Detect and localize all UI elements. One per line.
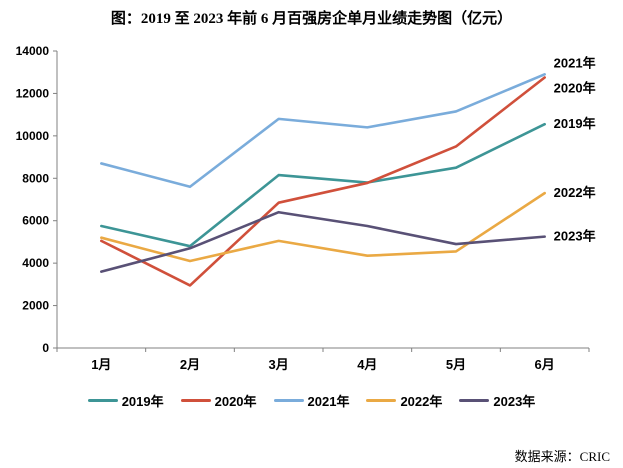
legend-swatch xyxy=(180,399,211,402)
y-tick-label: 0 xyxy=(42,341,49,355)
y-tick-label: 4000 xyxy=(22,256,49,270)
legend-label: 2021年 xyxy=(307,394,350,409)
series-end-label-2022年: 2022年 xyxy=(554,185,596,200)
series-line-2021年 xyxy=(100,73,546,189)
legend-label: 2020年 xyxy=(214,394,257,409)
y-tick-label: 10000 xyxy=(16,129,50,143)
series-end-label-2020年: 2020年 xyxy=(554,80,596,95)
x-category-label: 6月 xyxy=(535,357,555,372)
y-tick-label: 12000 xyxy=(16,86,50,100)
series-line-2020年 xyxy=(100,76,546,287)
legend-label: 2019年 xyxy=(121,394,164,409)
series-end-label-2021年: 2021年 xyxy=(554,55,596,70)
y-tick-label: 2000 xyxy=(22,299,49,313)
y-tick-label: 8000 xyxy=(22,171,49,185)
x-category-label: 4月 xyxy=(357,357,377,372)
series-line-2022年 xyxy=(100,191,546,263)
data-source-note: 数据来源：CRIC xyxy=(514,449,610,464)
x-category-label: 3月 xyxy=(269,357,289,372)
legend-swatch xyxy=(273,399,304,402)
legend-swatch xyxy=(87,399,118,402)
legend-item-2019年: 2019年 xyxy=(87,391,164,410)
y-tick-label: 14000 xyxy=(16,44,50,58)
x-category-label: 1月 xyxy=(91,357,111,372)
y-tick-label: 6000 xyxy=(22,214,49,228)
legend-item-2020年: 2020年 xyxy=(180,391,257,410)
legend-label: 2022年 xyxy=(400,394,443,409)
legend-label: 2023年 xyxy=(493,394,536,409)
series-line-2023年 xyxy=(100,210,546,273)
series-end-label-2023年: 2023年 xyxy=(554,229,596,244)
legend-item-2023年: 2023年 xyxy=(459,391,535,410)
x-category-label: 2月 xyxy=(180,357,200,372)
legend-item-2022年: 2022年 xyxy=(366,391,442,410)
chart-title: 图：2019 至 2023 年前 6 月百强房企单月业绩走势图（亿元） xyxy=(110,11,513,27)
legend-swatch xyxy=(366,399,397,402)
legend-item-2021年: 2021年 xyxy=(273,391,350,410)
series-end-label-2019年: 2019年 xyxy=(554,116,596,131)
series-line-2019年 xyxy=(100,122,546,248)
chart-legend: 2019年 2020年 2021年 2022年 2023年 xyxy=(0,391,623,410)
x-category-label: 5月 xyxy=(446,357,466,372)
legend-swatch xyxy=(459,399,490,402)
